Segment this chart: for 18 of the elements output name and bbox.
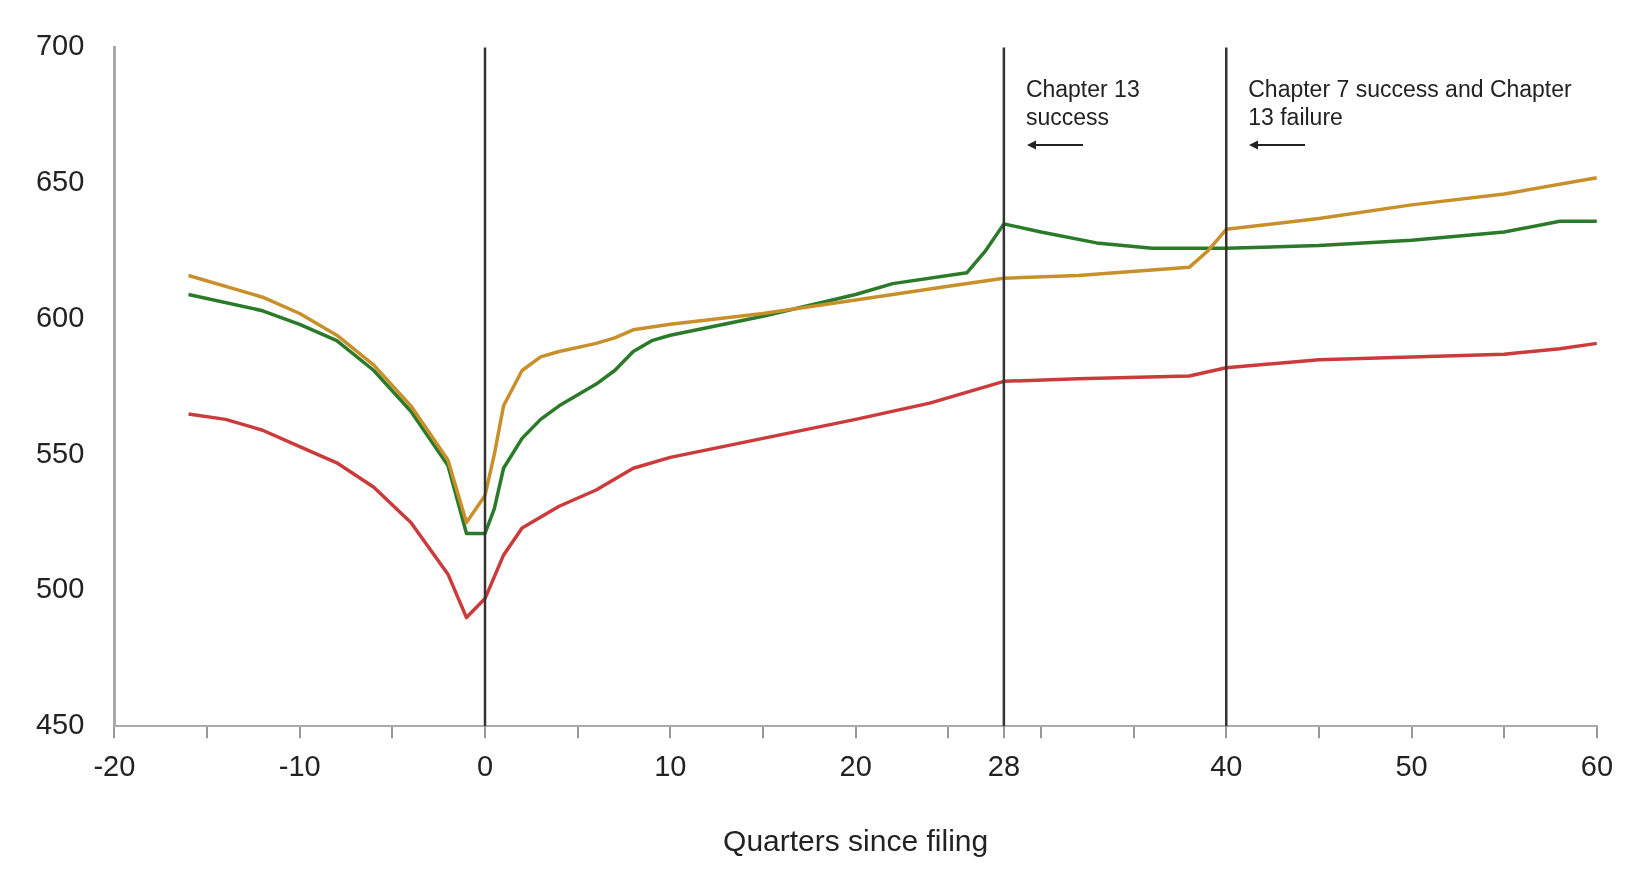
x-tick-label: -20 — [93, 749, 136, 782]
annotation: Chapter 7 success and Chapter 13 failure — [1248, 75, 1573, 130]
x-tick-label: 10 — [654, 749, 687, 782]
x-axis-title: Quarters since filing — [723, 824, 989, 858]
x-tick-label: 20 — [839, 749, 872, 782]
x-tick-label: 0 — [476, 749, 494, 782]
x-tick-label: -10 — [278, 749, 321, 782]
annotation: Chapter 13 success — [1025, 75, 1140, 130]
y-tick-label: 700 — [35, 29, 85, 62]
x-tick-label: 28 — [987, 749, 1021, 782]
x-tick-label: 50 — [1395, 749, 1428, 782]
y-tick-label: 450 — [35, 708, 85, 741]
y-tick-label: 600 — [35, 300, 85, 333]
y-tick-label: 550 — [35, 436, 85, 469]
x-tick-label: 60 — [1580, 749, 1613, 782]
y-tick-label: 650 — [35, 165, 85, 198]
x-tick-label: 40 — [1210, 749, 1243, 782]
y-tick-label: 500 — [35, 572, 85, 605]
